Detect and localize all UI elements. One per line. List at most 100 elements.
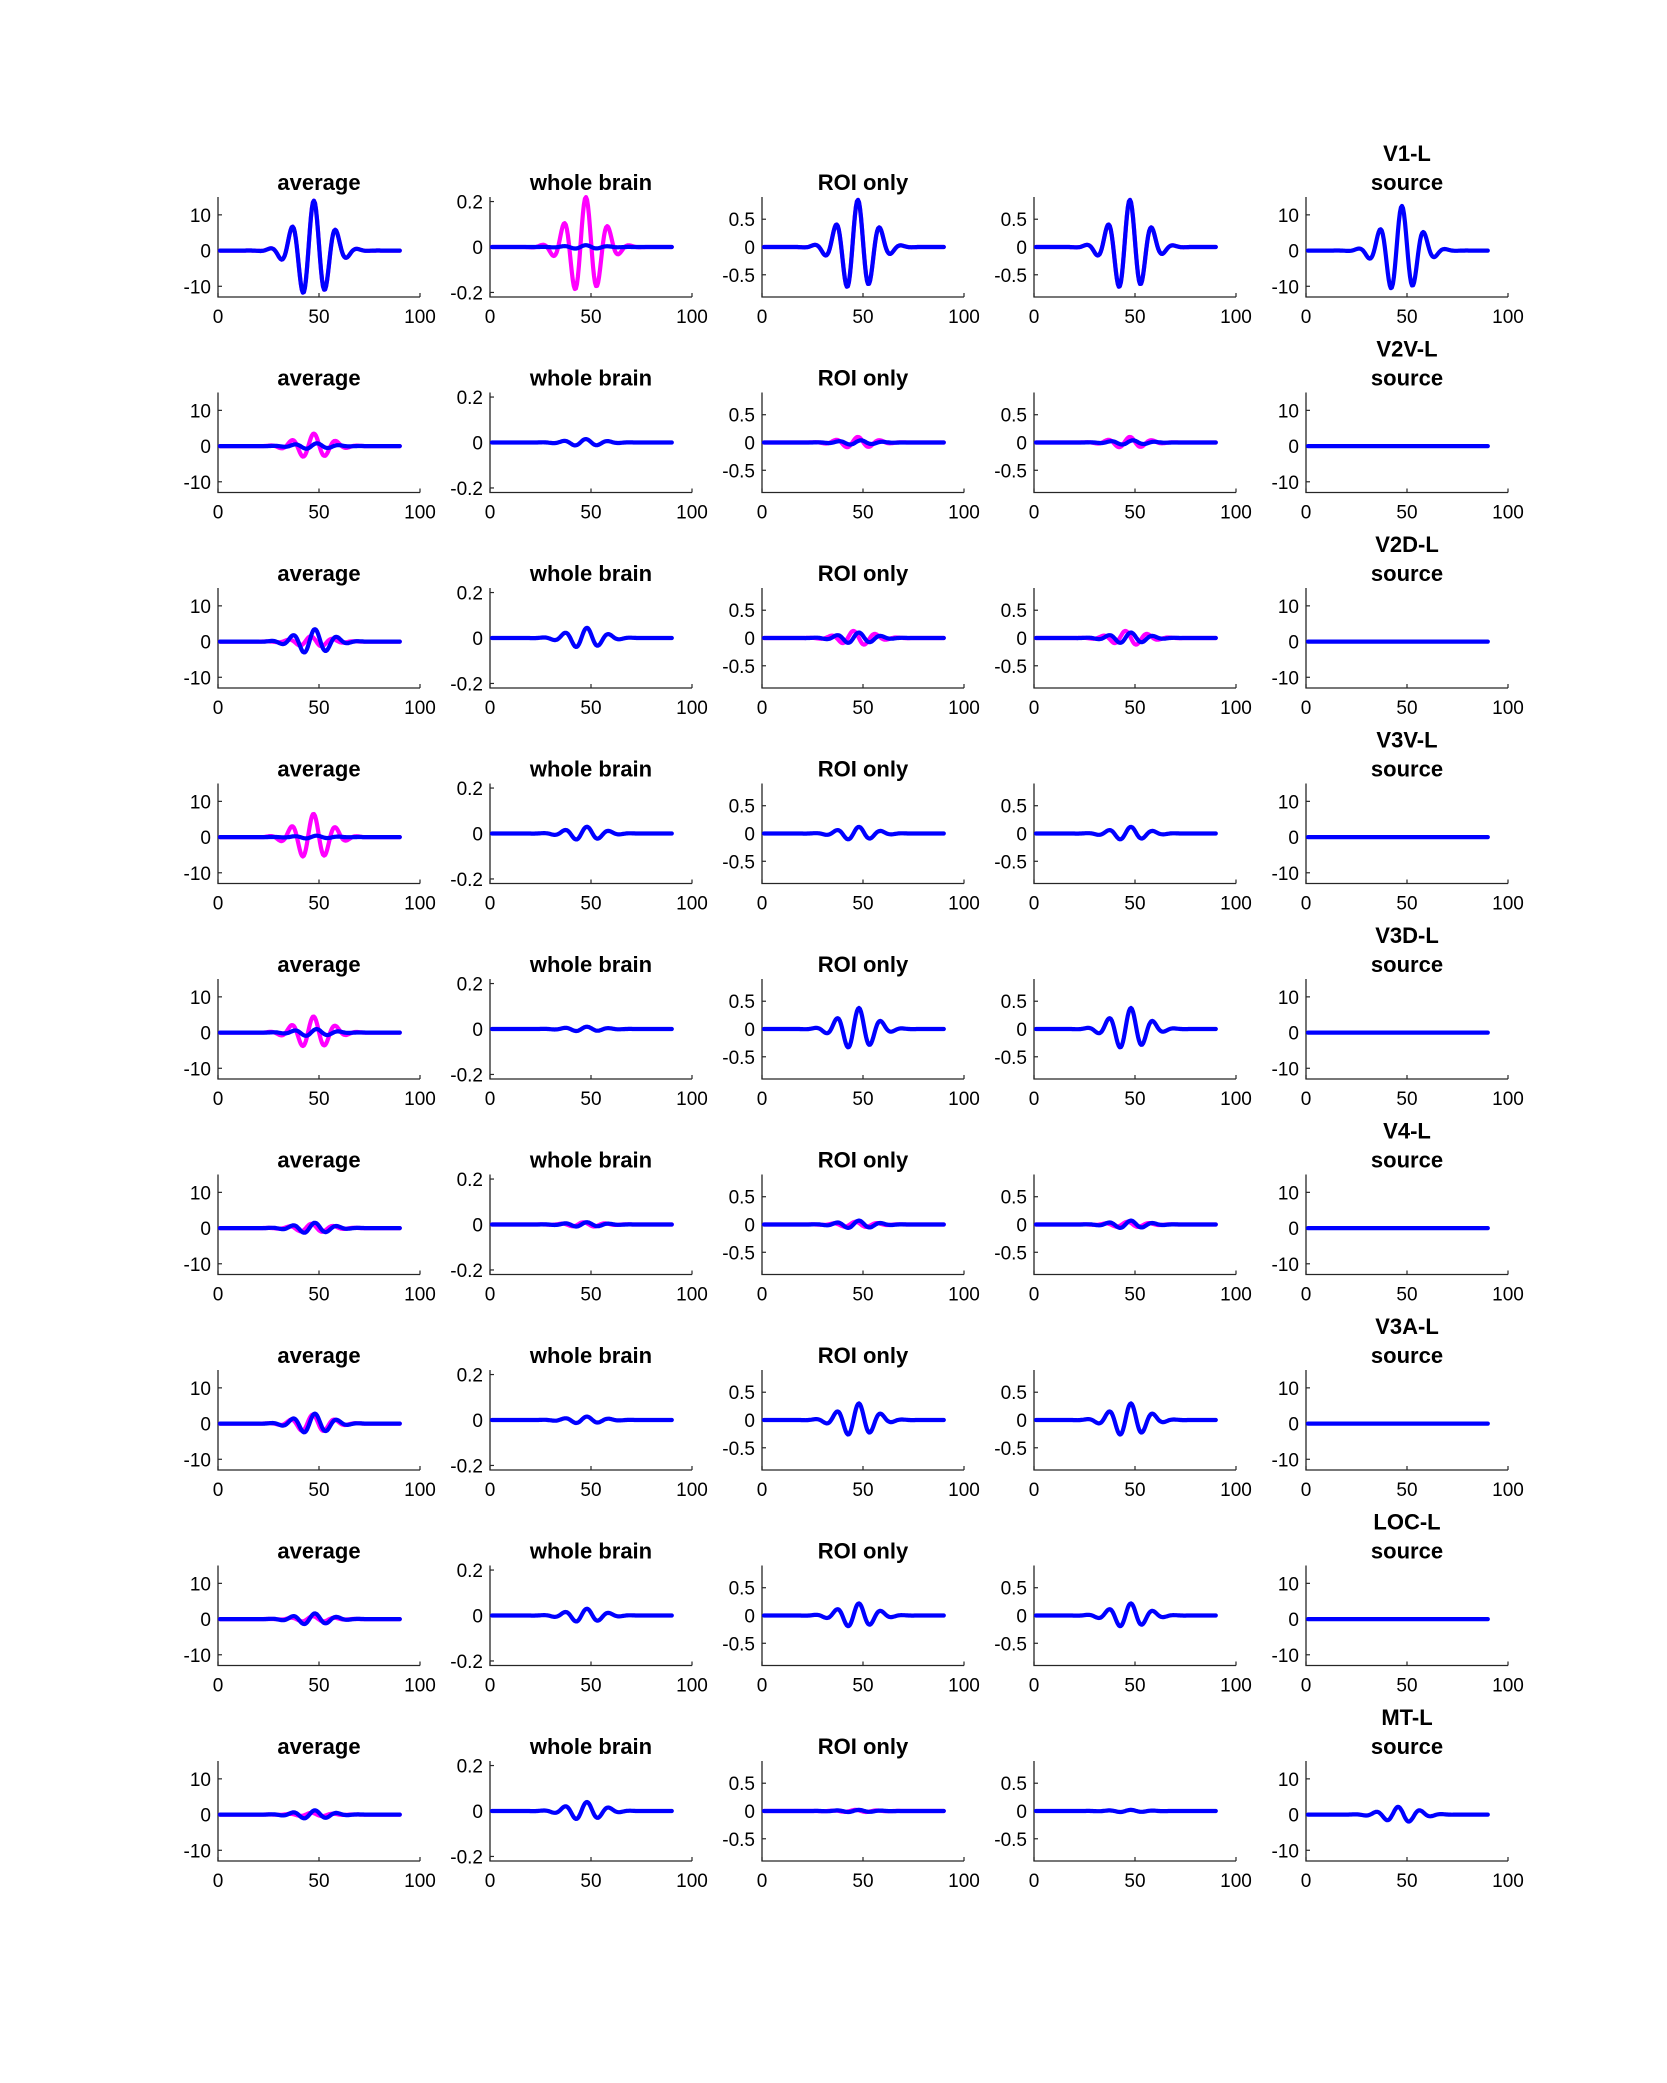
y-tick-label: -0.5 [722, 1634, 755, 1655]
panel-title: average [277, 1734, 360, 1759]
y-tick-label: -10 [184, 1255, 211, 1276]
series-line-blue [489, 1220, 674, 1229]
series-line-blue [489, 437, 674, 448]
y-tick-label: -10 [1272, 1841, 1299, 1862]
series-line-blue [1033, 630, 1218, 645]
axes-lines [1305, 979, 1508, 1080]
x-tick-label: 0 [485, 1089, 496, 1110]
region-title: V2D-L [1375, 532, 1439, 557]
y-tick-label: 0 [744, 1020, 755, 1041]
panel-title: ROI only [818, 170, 909, 195]
y-tick-label: -0.2 [450, 674, 483, 695]
x-tick-label: 100 [404, 698, 436, 719]
y-tick-label: 10 [1278, 206, 1299, 227]
x-tick-label: 50 [580, 307, 601, 328]
x-tick-label: 50 [1396, 503, 1417, 524]
series-line-blue [1033, 1005, 1218, 1050]
x-tick-label: 100 [948, 1480, 980, 1501]
x-tick-label: 50 [308, 1676, 329, 1697]
panel-title: whole brain [529, 366, 652, 391]
x-tick-label: 0 [485, 1285, 496, 1306]
y-tick-label: 0 [1016, 1802, 1027, 1823]
panel-title: average [277, 757, 360, 782]
y-tick-label: 0 [200, 242, 211, 263]
x-tick-label: 100 [1220, 1089, 1252, 1110]
y-tick-label: -0.5 [994, 1243, 1027, 1264]
x-tick-label: 50 [308, 698, 329, 719]
y-tick-label: 0.2 [457, 193, 483, 214]
x-tick-label: 50 [308, 1285, 329, 1306]
x-tick-label: 0 [485, 503, 496, 524]
y-tick-label: 0 [472, 1020, 483, 1041]
x-tick-label: 0 [1029, 307, 1040, 328]
x-tick-label: 0 [213, 698, 224, 719]
x-tick-label: 50 [852, 1285, 873, 1306]
x-tick-label: 0 [1029, 698, 1040, 719]
x-tick-label: 50 [308, 1871, 329, 1892]
x-tick-label: 100 [676, 1871, 708, 1892]
panel-title: average [277, 1343, 360, 1368]
x-tick-label: 0 [757, 1871, 768, 1892]
y-tick-label: -0.5 [722, 1243, 755, 1264]
y-tick-label: -10 [1272, 1450, 1299, 1471]
x-tick-label: 0 [757, 698, 768, 719]
x-tick-label: 50 [852, 1676, 873, 1697]
series-line-blue [1033, 197, 1218, 289]
x-tick-label: 0 [213, 1480, 224, 1501]
panel-r5-c4: 0.50-0.50 50 100 [994, 979, 1252, 1110]
panel-title: ROI only [818, 366, 909, 391]
x-tick-label: 0 [1029, 1089, 1040, 1110]
series-line-blue [1033, 1401, 1218, 1437]
x-tick-label: 50 [580, 503, 601, 524]
panel-r7-c4: 0.50-0.50 50 100 [994, 1370, 1252, 1501]
series-line-blue [489, 625, 674, 649]
x-tick-label: 100 [404, 307, 436, 328]
x-tick-label: 100 [676, 1676, 708, 1697]
panel-title: source [1371, 1343, 1443, 1368]
panel-title: source [1371, 952, 1443, 977]
y-tick-label: 0 [1288, 1219, 1299, 1240]
x-tick-label: 100 [1220, 503, 1252, 524]
x-tick-label: 100 [1492, 307, 1524, 328]
region-title: V3D-L [1375, 923, 1439, 948]
y-tick-label: 0 [744, 1411, 755, 1432]
x-tick-label: 100 [948, 307, 980, 328]
panel-title: average [277, 1539, 360, 1564]
y-tick-label: 0 [200, 437, 211, 458]
x-tick-label: 0 [1301, 1089, 1312, 1110]
y-tick-label: 0 [1016, 629, 1027, 650]
x-tick-label: 50 [852, 698, 873, 719]
x-tick-label: 0 [757, 307, 768, 328]
series-line-blue [217, 1411, 402, 1435]
y-tick-label: -10 [184, 1059, 211, 1080]
x-tick-label: 0 [1301, 503, 1312, 524]
x-tick-label: 0 [1301, 1480, 1312, 1501]
y-tick-label: 10 [1278, 1183, 1299, 1204]
series-line-blue [1033, 1601, 1218, 1629]
y-tick-label: 0.2 [457, 388, 483, 409]
region-title: V2V-L [1376, 337, 1437, 362]
y-tick-label: 0.2 [457, 1757, 483, 1778]
x-tick-label: 100 [1220, 1480, 1252, 1501]
y-tick-label: -0.5 [994, 1634, 1027, 1655]
x-tick-label: 50 [852, 1089, 873, 1110]
y-tick-label: 10 [190, 792, 211, 813]
x-tick-label: 0 [1301, 1285, 1312, 1306]
x-tick-label: 50 [1124, 698, 1145, 719]
y-tick-label: 0 [472, 1216, 483, 1237]
axes-lines [1305, 1370, 1508, 1471]
x-tick-label: 0 [757, 1480, 768, 1501]
x-tick-label: 0 [1301, 894, 1312, 915]
x-tick-label: 100 [1492, 1285, 1524, 1306]
x-tick-label: 50 [1396, 1480, 1417, 1501]
y-tick-label: 0.5 [1001, 1383, 1027, 1404]
panel-title: ROI only [818, 1343, 909, 1368]
x-tick-label: 100 [1492, 503, 1524, 524]
